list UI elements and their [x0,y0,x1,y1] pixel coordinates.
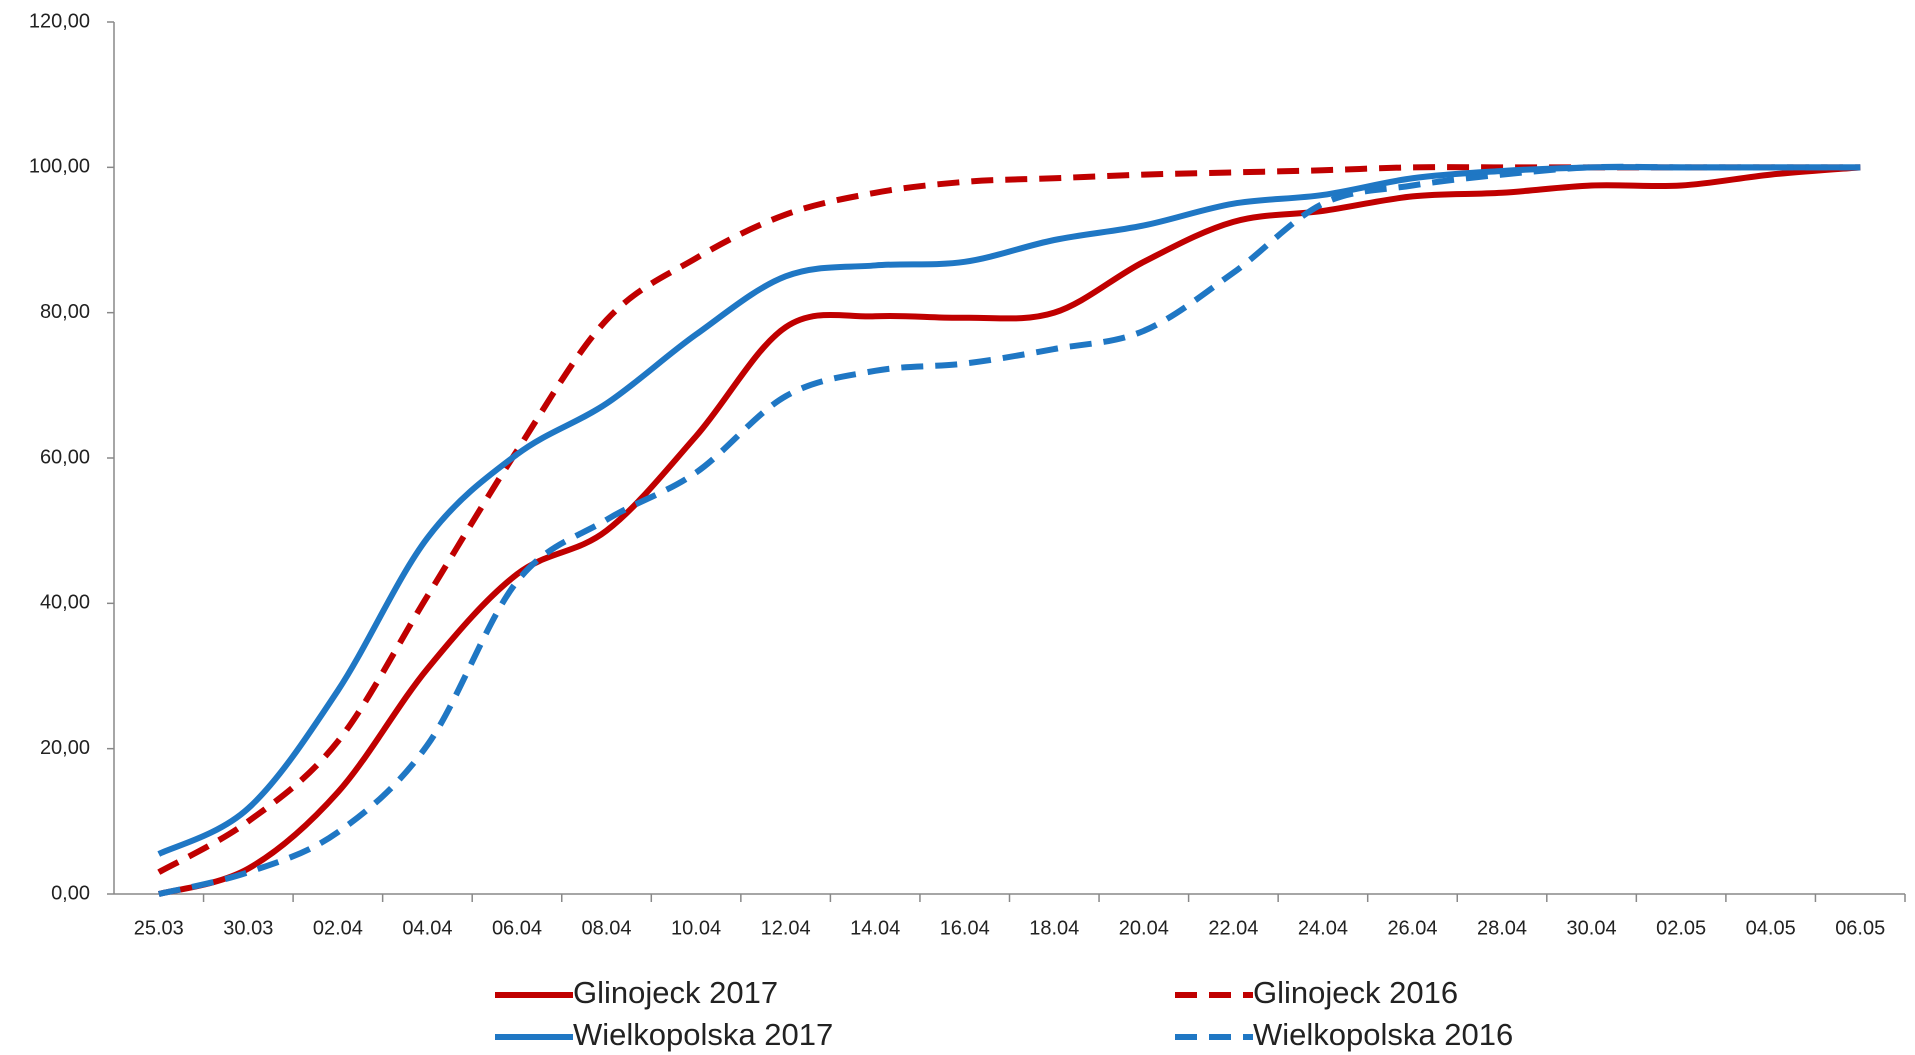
x-tick-label: 04.05 [1746,917,1796,939]
x-tick-label: 04.04 [402,917,452,939]
series-line [158,163,1861,897]
legend-label: Glinojeck 2017 [573,975,778,1010]
y-tick-label: 0,00 [51,882,90,904]
x-tick-label: 18.04 [1029,917,1079,939]
y-tick-label: 40,00 [40,592,90,614]
y-tick-label: 80,00 [40,301,90,323]
series-line [157,164,1861,897]
y-tick-label: 120,00 [29,10,90,32]
x-tick-label: 08.04 [581,917,631,939]
x-tick-label: 16.04 [940,917,990,939]
x-tick-label: 06.04 [492,917,542,939]
x-tick-label: 10.04 [671,917,721,939]
x-tick-label: 26.04 [1387,917,1437,939]
series-line [157,164,1861,857]
x-tick-label: 30.04 [1567,917,1617,939]
y-tick-label: 20,00 [40,737,90,759]
x-tick-label: 22.04 [1208,917,1258,939]
y-tick-label: 60,00 [40,446,90,468]
legend-label: Wielkopolska 2017 [573,1017,833,1052]
legend-label: Glinojeck 2016 [1253,975,1458,1010]
x-tick-label: 02.05 [1656,917,1706,939]
x-tick-label: 25.03 [134,917,184,939]
y-tick-label: 100,00 [29,156,90,178]
x-tick-label: 12.04 [761,917,811,939]
legend-label: Wielkopolska 2016 [1253,1017,1513,1052]
x-tick-label: 30.03 [223,917,273,939]
x-tick-label: 06.05 [1835,917,1885,939]
x-tick-label: 02.04 [313,917,363,939]
x-tick-label: 28.04 [1477,917,1527,939]
x-tick-label: 24.04 [1298,917,1348,939]
x-tick-label: 14.04 [850,917,900,939]
x-tick-label: 20.04 [1119,917,1169,939]
